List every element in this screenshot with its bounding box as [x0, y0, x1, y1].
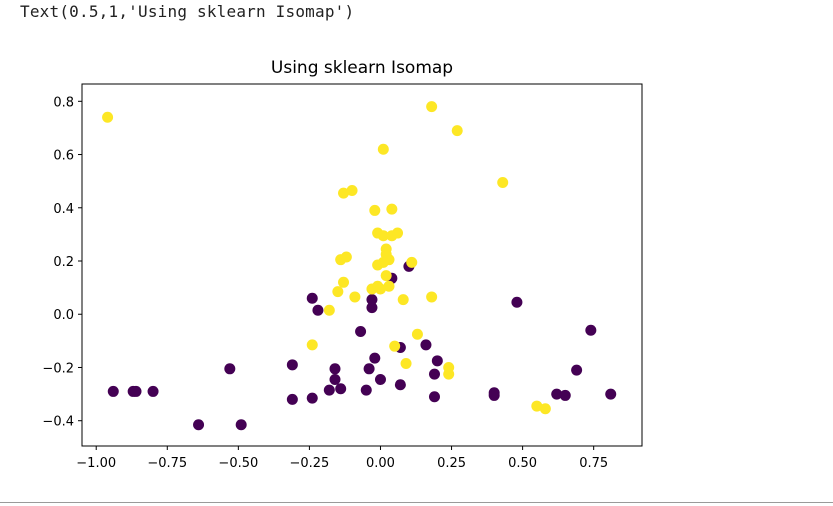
scatter-point — [377, 256, 389, 268]
y-tick-label: 0.4 — [53, 202, 74, 217]
scatter-point — [102, 111, 114, 123]
y-tick-label: 0.6 — [53, 149, 74, 164]
scatter-point — [531, 400, 543, 412]
scatter-point — [397, 294, 409, 306]
scatter-point — [338, 276, 350, 288]
scatter-point — [497, 176, 509, 188]
x-tick-label: −0.50 — [218, 456, 258, 471]
scatter-point — [332, 286, 344, 298]
cell-divider — [0, 502, 833, 503]
x-tick-label: 0.00 — [366, 456, 395, 471]
scatter-point — [369, 352, 381, 364]
scatter-points — [102, 101, 617, 431]
scatter-point — [224, 363, 236, 375]
scatter-point — [355, 326, 367, 338]
scatter-point — [428, 368, 440, 380]
scatter-point — [443, 368, 455, 380]
scatter-point — [335, 383, 347, 395]
scatter-point — [420, 339, 432, 351]
x-tick-label: 0.50 — [508, 456, 537, 471]
x-tick-label: 0.25 — [437, 456, 466, 471]
scatter-point — [539, 403, 551, 415]
scatter-point — [511, 296, 523, 308]
scatter-point — [329, 373, 341, 385]
scatter-point — [406, 256, 418, 268]
scatter-point — [392, 227, 404, 239]
scatter-point — [107, 385, 119, 397]
scatter-point — [431, 355, 443, 367]
x-axis: −1.00 −0.75 −0.50 −0.25 0.00 0.25 0.50 0.75 — [76, 446, 608, 471]
scatter-point — [147, 385, 159, 397]
scatter-point — [377, 230, 389, 242]
scatter-point — [363, 363, 375, 375]
scatter-point — [386, 203, 398, 215]
x-tick-label: −0.75 — [147, 456, 187, 471]
scatter-point — [389, 340, 401, 352]
scatter-point — [286, 393, 298, 405]
x-tick-label: −0.25 — [289, 456, 329, 471]
scatter-point — [193, 419, 205, 431]
scatter-point — [374, 373, 386, 385]
scatter-point — [306, 392, 318, 404]
x-tick-label: −1.00 — [76, 456, 116, 471]
scatter-point — [426, 101, 438, 113]
scatter-point — [585, 324, 597, 336]
scatter-point — [323, 384, 335, 396]
scatter-point — [559, 389, 571, 401]
scatter-point — [366, 294, 378, 306]
scatter-point — [605, 388, 617, 400]
scatter-point — [383, 280, 395, 292]
scatter-point — [323, 304, 335, 316]
y-tick-label: 0.8 — [53, 95, 74, 110]
scatter-point — [130, 385, 142, 397]
scatter-point — [377, 143, 389, 155]
scatter-point — [374, 283, 386, 295]
scatter-point — [366, 302, 378, 314]
scatter-point — [349, 291, 361, 303]
scatter-point — [428, 391, 440, 403]
scatter-point — [306, 339, 318, 351]
scatter-point — [380, 270, 392, 282]
scatter-point — [394, 379, 406, 391]
scatter-point — [340, 251, 352, 263]
scatter-point — [411, 328, 423, 340]
scatter-point — [338, 187, 350, 199]
y-tick-label: 0.2 — [53, 255, 74, 270]
scatter-point — [451, 125, 463, 137]
scatter-point — [400, 357, 412, 369]
y-tick-label: 0.0 — [53, 308, 74, 323]
scatter-point — [360, 384, 372, 396]
chart-title: Using sklearn Isomap — [271, 58, 453, 78]
y-tick-label: −0.4 — [42, 415, 74, 430]
scatter-point — [286, 359, 298, 371]
scatter-point — [426, 291, 438, 303]
scatter-point — [329, 363, 341, 375]
y-axis: −0.4 −0.2 0.0 0.2 0.4 0.6 0.8 — [42, 95, 82, 430]
scatter-point — [235, 419, 247, 431]
x-tick-label: 0.75 — [579, 456, 608, 471]
scatter-point — [551, 388, 563, 400]
cell-output-text: Text(0.5,1,'Using sklearn Isomap') — [20, 2, 355, 21]
scatter-point — [369, 204, 381, 216]
scatter-point — [306, 292, 318, 304]
y-tick-label: −0.2 — [42, 361, 74, 376]
scatter-point — [312, 304, 324, 316]
scatter-point — [571, 364, 583, 376]
plot-frame — [81, 83, 643, 447]
scatter-point — [488, 387, 500, 399]
scatter-point — [346, 184, 358, 196]
